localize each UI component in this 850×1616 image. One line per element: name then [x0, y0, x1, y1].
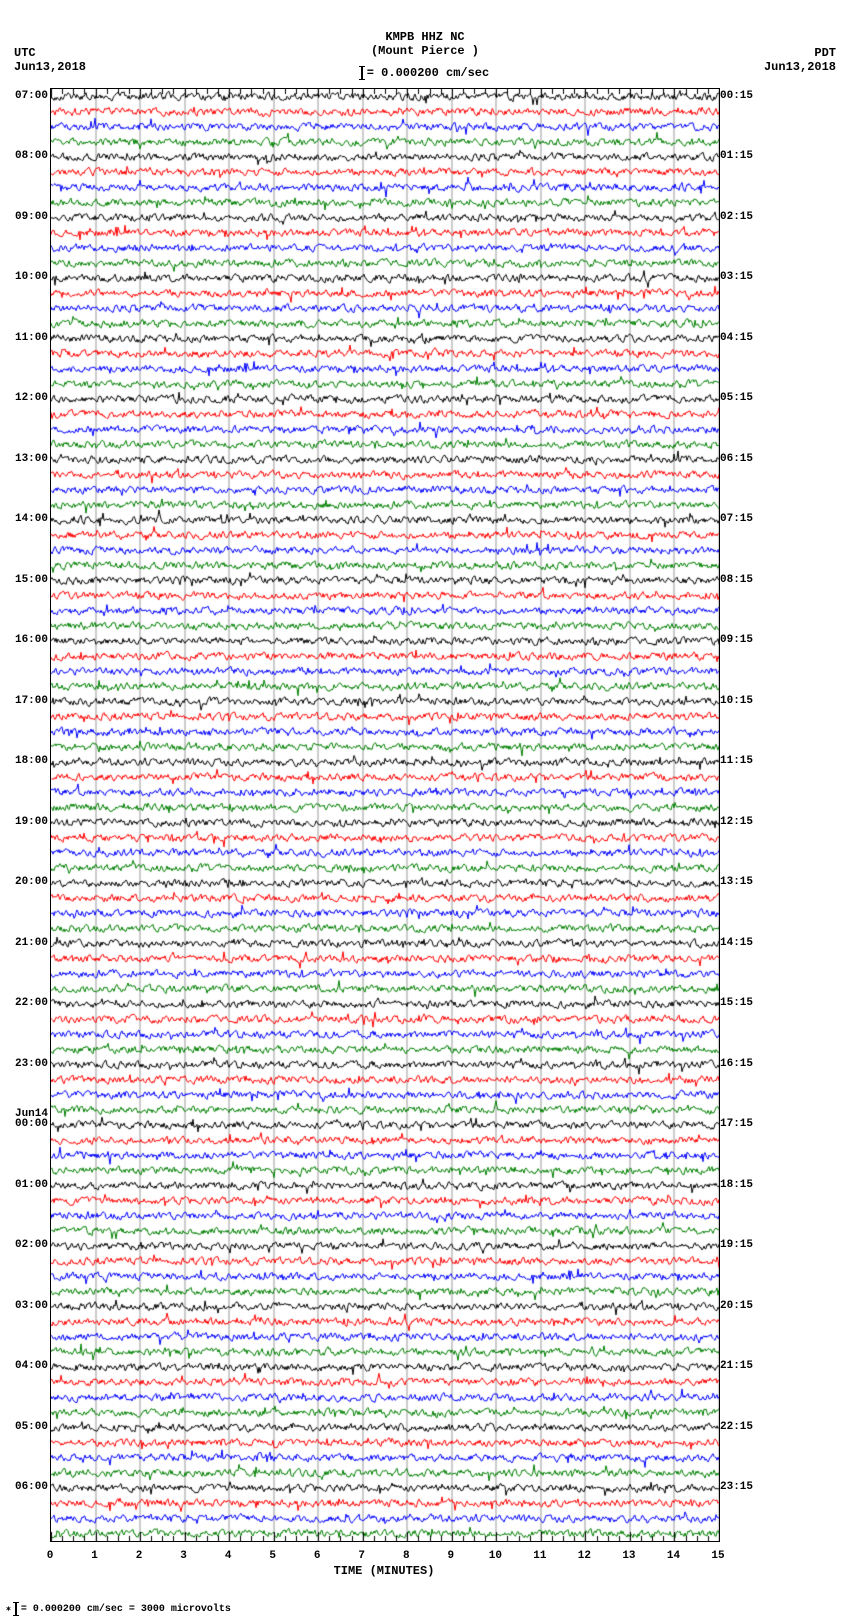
tz-left-date: Jun13,2018: [14, 60, 86, 74]
xtick-label: 13: [622, 1550, 635, 1562]
xtick-label: 8: [403, 1550, 410, 1562]
ylabel-left: 13:00: [15, 453, 48, 465]
ylabel-right: 14:15: [720, 937, 753, 949]
ylabel-left: 10:00: [15, 271, 48, 283]
ylabel-left: 16:00: [15, 634, 48, 646]
ylabel-left: 15:00: [15, 574, 48, 586]
xtick-label: 0: [47, 1550, 54, 1562]
station-code: KMPB HHZ NC: [0, 30, 850, 44]
tz-right-date: Jun13,2018: [764, 60, 836, 74]
footer-scale-bar-icon: [15, 1602, 17, 1616]
ylabel-right: 04:15: [720, 332, 753, 344]
ylabel-right: 03:15: [720, 271, 753, 283]
ylabel-right: 22:15: [720, 1421, 753, 1433]
ylabel-left: 08:00: [15, 150, 48, 162]
ylabel-right: 08:15: [720, 574, 753, 586]
ylabel-left: 17:00: [15, 695, 48, 707]
xtick-label: 15: [711, 1550, 724, 1562]
ylabel-right: 06:15: [720, 453, 753, 465]
ylabel-left: 05:00: [15, 1421, 48, 1433]
xtick-label: 9: [447, 1550, 454, 1562]
ylabel-right: 09:15: [720, 634, 753, 646]
xtick-label: 4: [225, 1550, 232, 1562]
ylabel-right: 10:15: [720, 695, 753, 707]
ylabel-left: 04:00: [15, 1360, 48, 1372]
ylabel-right: 12:15: [720, 816, 753, 828]
xtick-label: 3: [180, 1550, 187, 1562]
ylabel-right: 18:15: [720, 1179, 753, 1191]
xtick-label: 2: [136, 1550, 143, 1562]
xtick-label: 11: [533, 1550, 546, 1562]
ylabel-left: 09:00: [15, 211, 48, 223]
xtick-label: 1: [91, 1550, 98, 1562]
ylabel-left: 21:00: [15, 937, 48, 949]
seismogram-container: KMPB HHZ NC (Mount Pierce ) = 0.000200 c…: [0, 0, 850, 1613]
ylabel-right: 17:15: [720, 1118, 753, 1130]
station-name: (Mount Pierce ): [0, 44, 850, 58]
ylabel-right: 13:15: [720, 876, 753, 888]
ylabel-right: 05:15: [720, 392, 753, 404]
ylabel-right: 19:15: [720, 1239, 753, 1251]
ylabel-left: 14:00: [15, 513, 48, 525]
scale-bar-icon: [361, 66, 363, 80]
xtick-label: 14: [667, 1550, 680, 1562]
ylabel-right: 11:15: [720, 755, 753, 767]
ylabel-left: 01:00: [15, 1179, 48, 1191]
footer-scale: ✶ = 0.000200 cm/sec = 3000 microvolts: [6, 1602, 231, 1616]
scale-indicator: = 0.000200 cm/sec: [0, 66, 850, 80]
xtick-label: 5: [269, 1550, 276, 1562]
ylabel-right: 21:15: [720, 1360, 753, 1372]
ylabel-left: 20:00: [15, 876, 48, 888]
ylabel-left: 11:00: [15, 332, 48, 344]
ylabel-left: 18:00: [15, 755, 48, 767]
ylabel-right: 01:15: [720, 150, 753, 162]
ylabel-right: 20:15: [720, 1300, 753, 1312]
xtick-label: 7: [358, 1550, 365, 1562]
ylabel-right: 15:15: [720, 997, 753, 1009]
ylabel-right: 16:15: [720, 1058, 753, 1070]
ylabel-right: 00:15: [720, 90, 753, 102]
xtick-label: 6: [314, 1550, 321, 1562]
helicorder-plot: [50, 88, 720, 1542]
ylabel-right: 23:15: [720, 1481, 753, 1493]
ylabel-left: 23:00: [15, 1058, 48, 1070]
ylabel-left: 19:00: [15, 816, 48, 828]
ylabel-left: 22:00: [15, 997, 48, 1009]
scale-label: = 0.000200 cm/sec: [367, 66, 489, 80]
ylabel-right: 02:15: [720, 211, 753, 223]
tz-right-label: PDT: [814, 46, 836, 60]
xtick-label: 12: [578, 1550, 591, 1562]
ylabel-left: 02:00: [15, 1239, 48, 1251]
ylabel-left: 07:00: [15, 90, 48, 102]
ylabel-right: 07:15: [720, 513, 753, 525]
ylabel-left: 06:00: [15, 1481, 48, 1493]
xtick-label: 10: [489, 1550, 502, 1562]
ylabel-left: 12:00: [15, 392, 48, 404]
ylabel-left: 03:00: [15, 1300, 48, 1312]
day-change-label: Jun14: [15, 1108, 48, 1120]
x-axis-title: TIME (MINUTES): [50, 1564, 718, 1578]
tz-left-label: UTC: [14, 46, 36, 60]
